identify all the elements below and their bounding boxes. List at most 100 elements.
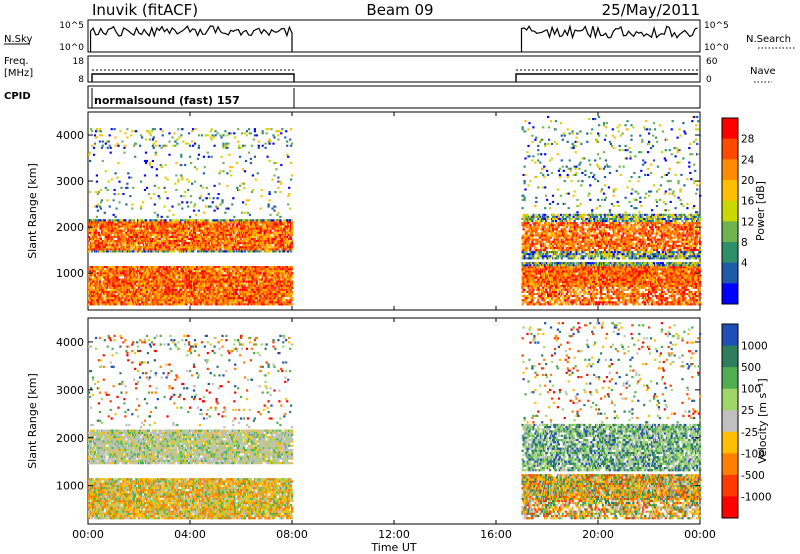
echo-point <box>240 276 242 278</box>
echo-point <box>93 147 95 149</box>
echo-point <box>152 128 154 130</box>
echo-point <box>167 216 169 218</box>
echo-point <box>200 234 202 236</box>
echo-point <box>197 248 199 250</box>
echo-point <box>150 134 152 136</box>
echo-point <box>158 293 160 295</box>
echo-point <box>108 293 110 295</box>
echo-point <box>235 291 237 293</box>
echo-point <box>95 293 97 295</box>
echo-point <box>245 295 247 297</box>
echo-point <box>175 272 177 274</box>
echo-point <box>157 236 159 238</box>
echo-point <box>208 270 210 272</box>
echo-point <box>240 228 242 230</box>
echo-point <box>169 250 171 252</box>
echo-point <box>186 242 188 244</box>
echo-point <box>139 248 141 250</box>
echo-point <box>260 272 262 274</box>
echo-point <box>233 234 235 236</box>
echo-point <box>200 291 202 293</box>
echo-point <box>116 272 118 274</box>
echo-point <box>254 128 256 130</box>
echo-point <box>219 289 221 291</box>
echo-point <box>127 276 129 278</box>
echo-point <box>157 223 159 225</box>
echo-point <box>174 145 176 147</box>
cpid-label: CPID <box>4 91 31 102</box>
echo-point <box>238 297 240 299</box>
echo-point <box>197 158 199 160</box>
echo-point <box>128 244 130 246</box>
echo-point <box>131 234 133 236</box>
echo-point <box>243 221 245 223</box>
echo-point <box>204 166 206 168</box>
echo-point <box>147 293 149 295</box>
echo-point <box>237 285 239 287</box>
echo-point <box>109 240 111 242</box>
echo-point <box>184 283 186 285</box>
echo-point <box>231 166 233 168</box>
echo-point <box>114 189 116 191</box>
echo-point <box>172 244 174 246</box>
echo-point <box>255 250 257 252</box>
echo-point <box>259 303 261 305</box>
echo-point <box>103 293 105 295</box>
echo-point <box>157 216 159 218</box>
echo-point <box>182 270 184 272</box>
echo-point <box>205 289 207 291</box>
echo-point <box>98 130 100 132</box>
echo-point <box>123 221 125 223</box>
echo-point <box>194 291 196 293</box>
cpid-text: normalsound (fast) 157 <box>94 94 240 107</box>
echo-point <box>187 250 189 252</box>
echo-point <box>229 170 231 172</box>
echo-point <box>105 236 107 238</box>
echo-point <box>130 134 132 136</box>
echo-point <box>230 281 232 283</box>
echo-point <box>220 295 222 297</box>
echo-point <box>137 301 139 303</box>
echo-point <box>232 242 234 244</box>
echo-point <box>216 234 218 236</box>
echo-point <box>260 250 262 252</box>
echo-point <box>259 274 261 276</box>
echo-point <box>257 172 259 174</box>
echo-point <box>202 244 204 246</box>
echo-point <box>95 191 97 193</box>
echo-point <box>205 206 207 208</box>
echo-point <box>245 299 247 301</box>
echo-point <box>146 301 148 303</box>
echo-point <box>144 232 146 234</box>
echo-point <box>104 266 106 268</box>
nsky-tick-bottom: 10^0 <box>59 43 84 53</box>
echo-point <box>237 128 239 130</box>
echo-point <box>92 285 94 287</box>
echo-point <box>139 279 141 281</box>
echo-point <box>262 248 264 250</box>
echo-point <box>261 279 263 281</box>
echo-point <box>222 285 224 287</box>
echo-point <box>89 160 91 162</box>
echo-point <box>162 228 164 230</box>
echo-point <box>179 240 181 242</box>
echo-point <box>186 238 188 240</box>
echo-point <box>100 189 102 191</box>
echo-point <box>206 301 208 303</box>
echo-point <box>127 228 129 230</box>
echo-point <box>238 145 240 147</box>
echo-point <box>160 244 162 246</box>
echo-point <box>190 283 192 285</box>
echo-point <box>256 281 258 283</box>
echo-point <box>211 295 213 297</box>
echo-point <box>144 283 146 285</box>
echo-point <box>165 221 167 223</box>
echo-point <box>228 303 230 305</box>
echo-point <box>100 130 102 132</box>
echo-point <box>256 230 258 232</box>
echo-point <box>150 232 152 234</box>
echo-point <box>117 223 119 225</box>
echo-point <box>254 130 256 132</box>
echo-point <box>176 285 178 287</box>
